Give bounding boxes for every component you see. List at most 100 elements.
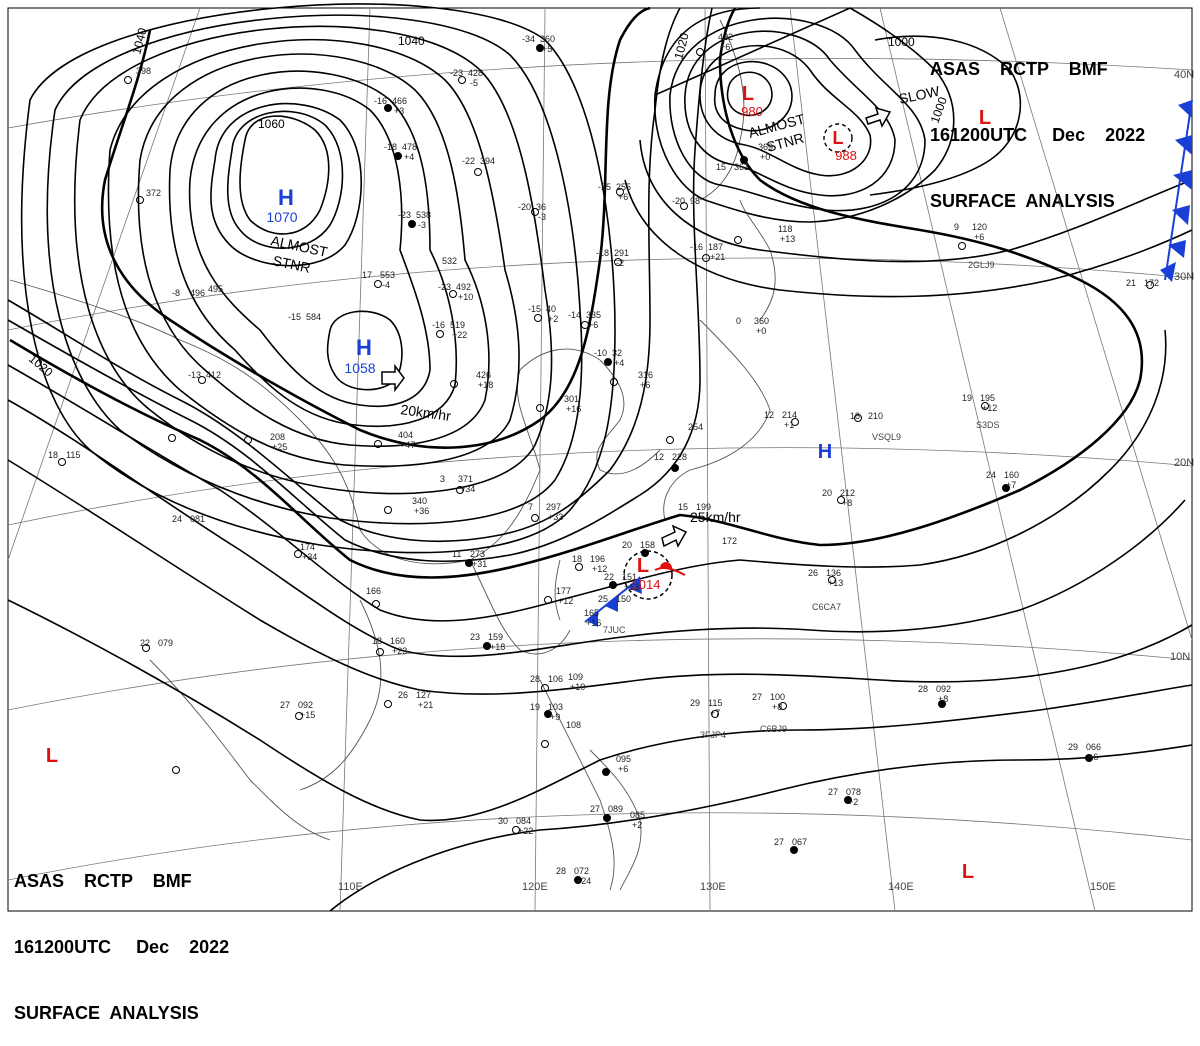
station-pressure-tendency: +1 <box>784 420 794 430</box>
low-center-letter: L <box>833 128 844 148</box>
station-pressure-tendency: +21 <box>710 252 725 262</box>
isobar-value-label: 1060 <box>258 117 285 131</box>
station-pressure-tendency: +6 <box>618 764 628 774</box>
station-temperature: 20 <box>622 540 632 550</box>
station-pressure: 115 <box>66 450 80 460</box>
longitude-lines <box>7 7 1193 912</box>
station-pressure: 340 <box>412 496 427 506</box>
station-pressure-tendency: +6 <box>640 380 650 390</box>
high-center-letter: H <box>818 441 832 463</box>
station-pressure: 371 <box>458 474 473 484</box>
chart-header-bottom: ASAS RCTP BMF 161200UTC Dec 2022 SURFACE… <box>14 826 229 1046</box>
station-temperature: 21 <box>1126 278 1136 288</box>
low-center-letter: L <box>979 107 991 129</box>
ship-call-sign: C6CA7 <box>812 602 841 612</box>
station-pressure: 492 <box>456 282 471 292</box>
station-pressure: 092 <box>298 700 313 710</box>
station-temperature: 19 <box>530 702 540 712</box>
station-pressure: 394 <box>480 156 495 166</box>
station-pressure: 106 <box>548 674 563 684</box>
station-markers <box>58 44 1154 884</box>
station-pressure: 98 <box>690 196 700 206</box>
station-pressure-tendency: +10 <box>570 682 585 692</box>
station-temperature: -16 <box>690 242 703 252</box>
station-temperature: 18 <box>372 636 382 646</box>
station-temperature: 15 <box>678 502 688 512</box>
station-pressure: 255 <box>616 182 631 192</box>
station-temperature: 12 <box>764 410 774 420</box>
station-pressure-tendency: +3 <box>394 106 404 116</box>
latitude-label: 20N <box>1174 457 1194 469</box>
station-temperature: 24 <box>172 514 182 524</box>
station-temperature: 18 <box>48 450 58 460</box>
station-pressure: 151 <box>622 572 637 582</box>
station-pressure: 066 <box>1086 742 1101 752</box>
station-pressure-tendency: -4 <box>382 280 390 290</box>
station-temperature: 3 <box>440 474 445 484</box>
station-pressure: 208 <box>270 432 285 442</box>
station-pressure: 519 <box>450 320 465 330</box>
header-title-line: SURFACE ANALYSIS <box>930 191 1115 211</box>
station-pressure: 466 <box>392 96 407 106</box>
header-product-line: ASAS RCTP BMF <box>930 59 1108 79</box>
motion-arrows <box>381 106 892 548</box>
ship-call-sign: S3DS <box>976 420 1000 430</box>
station-pressure-tendency: +21 <box>418 700 433 710</box>
station-pressure: 172 <box>722 536 737 546</box>
station-temperature: -25 <box>598 182 611 192</box>
longitude-label: 110E <box>338 881 363 893</box>
ship-call-sign: 7JUC <box>603 625 626 635</box>
station-pressure: 297 <box>546 502 561 512</box>
station-pressure-tendency: +5 <box>542 44 552 54</box>
station-pressure: 422 <box>718 32 733 42</box>
station-pressure: 081 <box>190 514 205 524</box>
station-pressure: 360 <box>754 316 769 326</box>
station-temperature: 9 <box>954 222 959 232</box>
station-pressure-tendency: +10 <box>458 292 473 302</box>
station-pressure: 159 <box>488 632 503 642</box>
cold-front <box>584 99 1193 627</box>
station-pressure: 165 <box>584 608 599 618</box>
station-pressure-tendency: +0 <box>756 326 766 336</box>
warm-front <box>654 562 686 576</box>
station-pressure: 40 <box>546 304 556 314</box>
low-center-letter: L <box>742 83 754 105</box>
latitude-label: 30N <box>1174 271 1194 283</box>
station-temperature: -23 <box>438 282 451 292</box>
station-pressure-tendency: +18 <box>478 380 493 390</box>
low-center-letter: L <box>637 555 649 577</box>
station-pressure-tendency: +4 <box>404 152 414 162</box>
ship-call-sign: 2GLJ9 <box>968 260 995 270</box>
station-pressure: 195 <box>980 393 995 403</box>
station-temperature: 25 <box>598 594 608 604</box>
station-temperature: 0 <box>736 316 741 326</box>
station-pressure-tendency: +24 <box>576 876 591 886</box>
station-pressure-tendency: +12 <box>558 596 573 606</box>
station-pressure-tendency: +2 <box>632 820 642 830</box>
station-temperature: -15 <box>288 312 301 322</box>
station-temperature: -23 <box>450 68 463 78</box>
longitude-label: 140E <box>888 881 914 893</box>
station-pressure: 360 <box>540 34 555 44</box>
station-pressure: 187 <box>708 242 723 252</box>
station-pressure: 428 <box>468 68 483 78</box>
station-pressure: 32 <box>612 348 622 358</box>
station-pressure-tendency: +33 <box>548 512 563 522</box>
station-pressure: 398 <box>136 66 151 76</box>
high-center-letter: H <box>356 335 372 360</box>
station-pressure-tendency: +47 <box>400 440 415 450</box>
surface-analysis-map: H H L L L H L L L 1070 1058 980 988 1014… <box>7 3 1195 912</box>
station-pressure: 363 <box>734 162 749 172</box>
station-pressure: 553 <box>380 270 395 280</box>
station-pressure: 228 <box>672 452 687 462</box>
station-pressure: 273 <box>470 549 485 559</box>
station-pressure-tendency: +0 <box>760 152 770 162</box>
station-pressure: 072 <box>574 866 589 876</box>
center-pressure-value: 988 <box>835 148 857 163</box>
station-pressure-tendency: -2 <box>616 258 624 268</box>
station-plots: -34 360+5-23 428-5-16 466+3-18 478+4 -22 394-2… <box>48 32 1159 886</box>
station-pressure: 369 <box>758 142 773 152</box>
station-temperature: -18 <box>384 142 397 152</box>
station-pressure: 085 <box>630 810 645 820</box>
station-temperature: 11 <box>452 549 461 559</box>
